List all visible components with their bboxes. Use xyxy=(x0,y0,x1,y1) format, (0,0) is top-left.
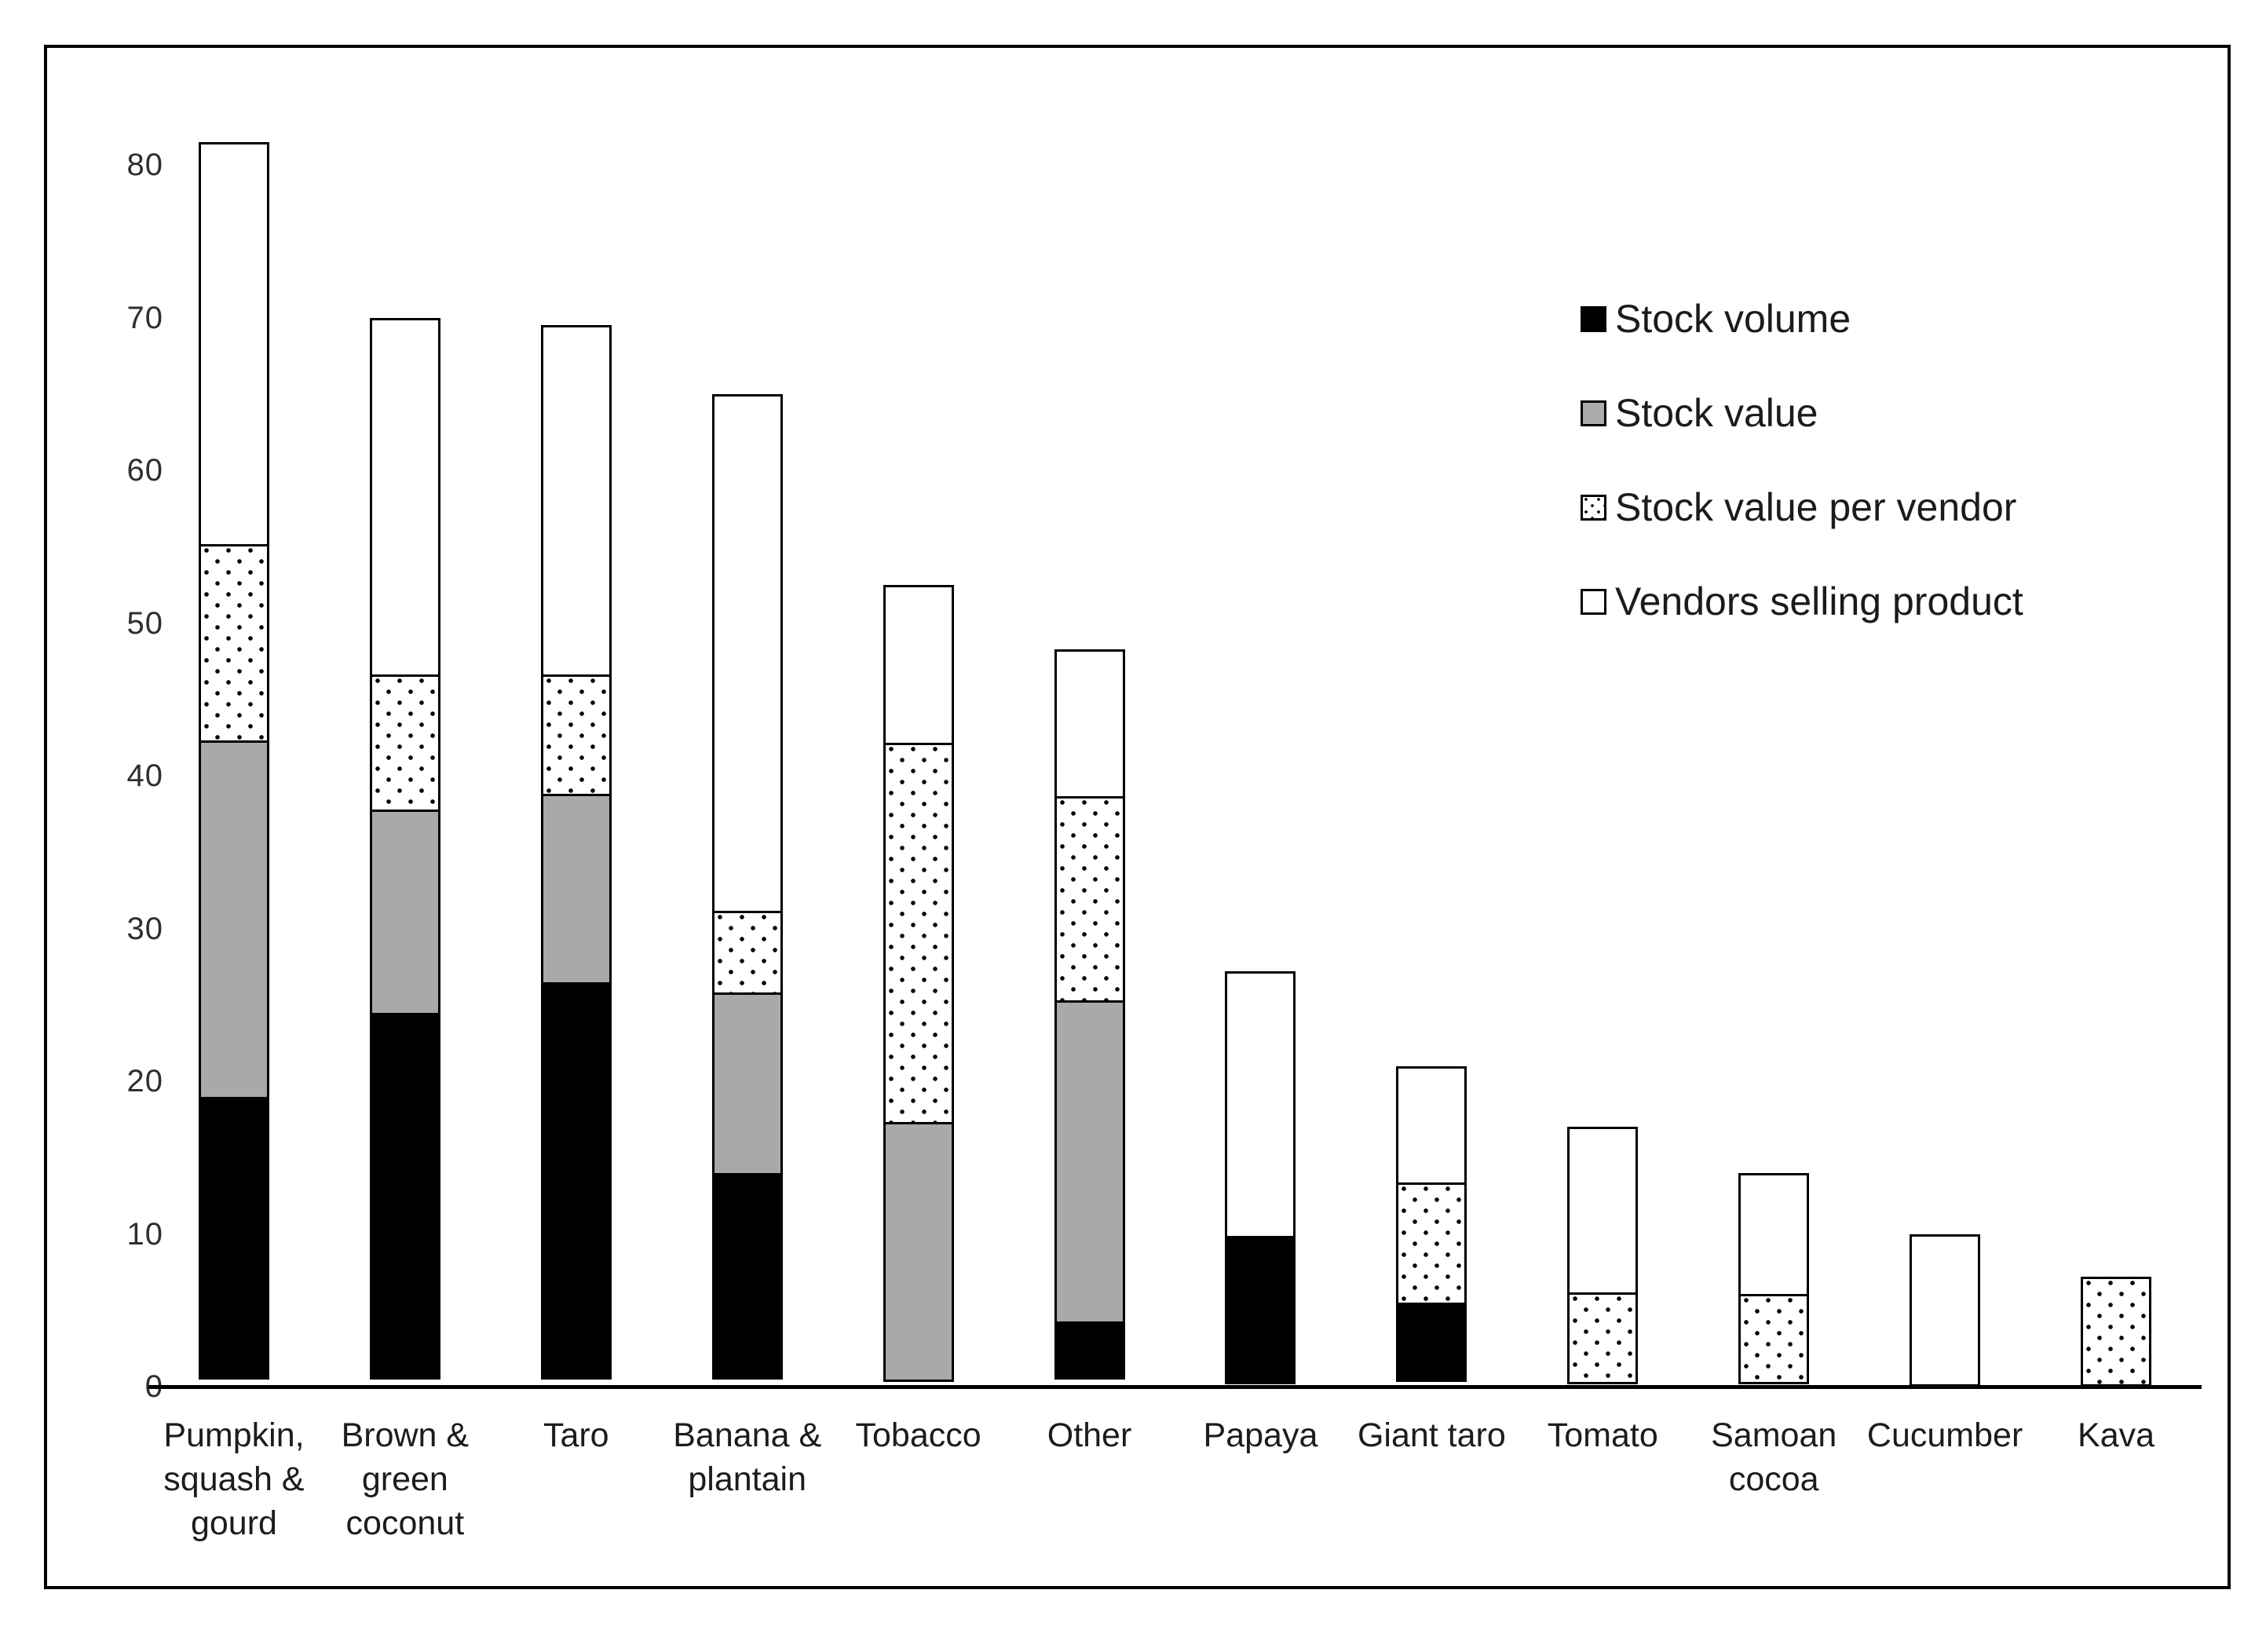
bar-other xyxy=(1054,649,1125,1388)
category-label-line: Cucumber xyxy=(1866,1416,2023,1454)
bar-pumpkin-squash-gourd-segment-stock-value-per-vendor xyxy=(198,544,269,744)
category-label-line: Tomato xyxy=(1547,1416,1658,1454)
bar-pumpkin-squash-gourd-segment-stock-volume xyxy=(198,1097,269,1380)
bar-tomato-segment-stock-value-per-vendor xyxy=(1567,1292,1639,1384)
bar-pumpkin-squash-gourd-segment-stock-value xyxy=(198,740,269,1100)
legend-marker-vendors-selling-product-swatch-icon xyxy=(1581,588,1606,615)
category-label-tobacco: Tobacco xyxy=(833,1413,1004,1457)
category-label-brown-green-coconut: Brown & green coconut xyxy=(320,1413,491,1545)
y-tick-label-40: 40 xyxy=(126,758,163,793)
y-tick-label-60: 60 xyxy=(126,453,163,488)
category-label-line: Tobacco xyxy=(855,1416,981,1454)
legend-item-stock-value: Stock value xyxy=(1581,389,1818,437)
category-label-other: Other xyxy=(1004,1413,1175,1457)
category-label-giant-taro: Giant taro xyxy=(1346,1413,1517,1457)
category-label-line: gourd xyxy=(190,1504,277,1542)
legend-marker-stock-volume-swatch-icon xyxy=(1581,305,1606,332)
bar-taro-segment-stock-value-per-vendor xyxy=(540,674,612,797)
bar-banana-plantain-segment-stock-value xyxy=(711,992,783,1176)
legend-item-stock-value-per-vendor: Stock value per vendor xyxy=(1581,484,2016,531)
category-label-line: Other xyxy=(1047,1416,1132,1454)
category-label-pumpkin-squash-gourd: Pumpkin, squash & gourd xyxy=(148,1413,320,1545)
category-label-line: Taro xyxy=(543,1416,609,1454)
x-axis-line xyxy=(148,1385,2202,1389)
category-label-banana-plantain: Banana & plantain xyxy=(662,1413,833,1501)
bar-samoan-cocoa xyxy=(1738,1172,1810,1388)
category-label-taro: Taro xyxy=(491,1413,662,1457)
figure-frame: 01020304050607080 Pumpkin,squash &gourdB… xyxy=(44,45,2231,1589)
bar-taro-segment-vendors-selling-product xyxy=(540,325,612,677)
bar-tomato-segment-vendors-selling-product xyxy=(1567,1127,1639,1296)
category-label-line: Brown & xyxy=(341,1416,470,1454)
bar-brown-green-coconut-segment-vendors-selling-product xyxy=(369,317,440,677)
y-tick-label-70: 70 xyxy=(126,300,163,335)
category-label-line: squash & xyxy=(163,1460,305,1498)
bar-brown-green-coconut-segment-stock-value xyxy=(369,809,440,1016)
bar-other-segment-vendors-selling-product xyxy=(1054,649,1125,799)
y-tick-label-20: 20 xyxy=(126,1064,163,1098)
category-label-cucumber: Cucumber xyxy=(1859,1413,2030,1457)
legend-label-stock-value: Stock value xyxy=(1615,391,1818,435)
bar-tobacco-segment-stock-value-per-vendor xyxy=(883,743,954,1125)
legend-marker-stock-value-per-vendor-swatch-icon xyxy=(1581,494,1606,521)
category-label-line: Banana & xyxy=(673,1416,822,1454)
legend-item-stock-volume: Stock volume xyxy=(1581,295,1851,342)
bar-samoan-cocoa-segment-stock-value-per-vendor xyxy=(1738,1294,1810,1384)
bar-papaya xyxy=(1225,970,1296,1388)
bar-banana-plantain-segment-vendors-selling-product xyxy=(711,393,783,914)
bar-brown-green-coconut xyxy=(369,317,440,1389)
bar-other-segment-stock-value xyxy=(1054,1000,1125,1325)
bar-banana-plantain xyxy=(711,393,783,1388)
bar-banana-plantain-segment-stock-value-per-vendor xyxy=(711,911,783,996)
category-label-line: green xyxy=(361,1460,448,1498)
legend-label-stock-value-per-vendor: Stock value per vendor xyxy=(1615,485,2017,529)
legend-marker-stock-value-swatch-icon xyxy=(1581,400,1606,426)
bar-other-segment-stock-volume xyxy=(1054,1321,1125,1380)
legend-label-stock-volume: Stock volume xyxy=(1615,297,1851,341)
category-label-tomato: Tomato xyxy=(1517,1413,1688,1457)
bar-taro xyxy=(540,325,612,1388)
bar-samoan-cocoa-segment-vendors-selling-product xyxy=(1738,1172,1810,1297)
category-label-samoan-cocoa: Samoan cocoa xyxy=(1688,1413,1859,1501)
bar-tobacco-segment-vendors-selling-product xyxy=(883,584,954,746)
bar-pumpkin-squash-gourd xyxy=(198,141,269,1388)
bar-giant-taro-segment-stock-volume xyxy=(1396,1302,1467,1382)
bar-tobacco xyxy=(883,584,954,1388)
bar-taro-segment-stock-volume xyxy=(540,982,612,1380)
bar-giant-taro-segment-vendors-selling-product xyxy=(1396,1065,1467,1186)
bar-brown-green-coconut-segment-stock-volume xyxy=(369,1013,440,1380)
bar-tobacco-segment-stock-value xyxy=(883,1122,954,1382)
category-label-line: Giant taro xyxy=(1357,1416,1506,1454)
y-tick-label-30: 30 xyxy=(126,911,163,946)
bar-tomato xyxy=(1567,1127,1639,1388)
category-label-line: Pumpkin, xyxy=(163,1416,305,1454)
category-label-line: cocoa xyxy=(1728,1460,1819,1498)
bar-giant-taro-segment-stock-value-per-vendor xyxy=(1396,1182,1467,1305)
category-label-line: Papaya xyxy=(1203,1416,1318,1454)
category-label-line: Samoan xyxy=(1711,1416,1837,1454)
bar-kava-segment-stock-value-per-vendor xyxy=(2081,1276,2152,1387)
bar-papaya-segment-vendors-selling-product xyxy=(1225,970,1296,1239)
bar-banana-plantain-segment-stock-volume xyxy=(711,1173,783,1380)
bar-taro-segment-stock-value xyxy=(540,794,612,985)
y-tick-label-10: 10 xyxy=(126,1216,163,1252)
category-label-line: plantain xyxy=(688,1460,807,1498)
category-label-line: coconut xyxy=(345,1504,465,1542)
bar-kava xyxy=(2081,1276,2152,1388)
bar-pumpkin-squash-gourd-segment-vendors-selling-product xyxy=(198,141,269,547)
legend-label-vendors-selling-product: Vendors selling product xyxy=(1615,579,2023,623)
bar-brown-green-coconut-segment-stock-value-per-vendor xyxy=(369,674,440,812)
bar-papaya-segment-stock-volume xyxy=(1225,1236,1296,1384)
category-label-line: Kava xyxy=(2078,1416,2155,1454)
bar-cucumber xyxy=(1910,1234,1981,1389)
bar-other-segment-stock-value-per-vendor xyxy=(1054,796,1125,1003)
legend-item-vendors-selling-product: Vendors selling product xyxy=(1581,578,2023,625)
y-tick-label-80: 80 xyxy=(126,148,163,182)
bar-giant-taro xyxy=(1396,1065,1467,1388)
y-tick-label-50: 50 xyxy=(126,605,163,641)
category-label-papaya: Papaya xyxy=(1175,1413,1347,1457)
bar-cucumber-segment-vendors-selling-product xyxy=(1910,1234,1981,1387)
category-label-kava: Kava xyxy=(2030,1413,2202,1457)
